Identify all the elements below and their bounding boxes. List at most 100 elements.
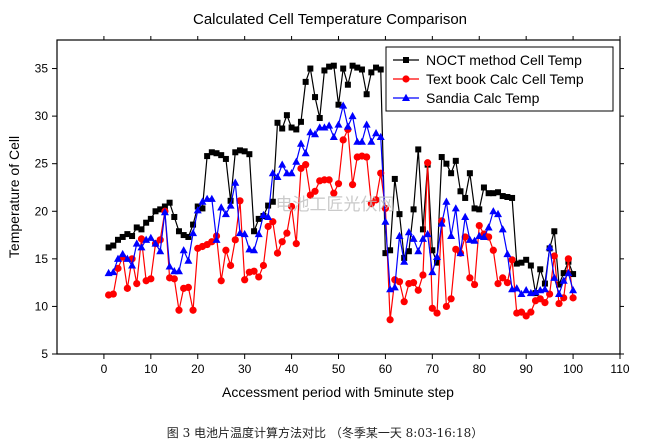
data-point [222,155,229,162]
data-point [513,260,520,267]
series-2 [105,125,577,324]
data-point [414,247,423,255]
data-point [174,267,183,275]
data-point [564,255,572,263]
data-point [428,267,437,276]
x-tick-label: 80 [473,362,487,376]
data-point [433,309,441,317]
data-point [569,294,577,302]
data-point [221,209,230,218]
data-point [343,122,352,130]
data-point [119,233,126,240]
data-point [550,273,559,281]
data-point [236,147,243,154]
data-point [387,247,394,254]
data-point [147,215,154,222]
figure-caption: 图 3 电池片温度计算方法对比 （冬季某一天 8:03-16:18） [166,426,484,440]
x-tick-label: 20 [191,362,205,376]
data-point [373,64,380,71]
data-point [527,262,534,269]
data-point [381,204,390,213]
data-point [204,153,211,160]
x-tick-label: 10 [144,362,158,376]
data-point [189,228,198,237]
data-point [531,287,540,296]
data-point [354,64,361,71]
x-tick-label: 110 [610,362,629,376]
data-point [293,126,300,133]
data-point [175,306,183,314]
data-point [316,115,323,122]
data-point [137,235,146,243]
data-point [250,267,258,275]
data-point [226,201,235,209]
data-point [545,243,554,251]
data-point [415,146,422,153]
data-point [292,157,301,165]
data-point [339,136,347,144]
data-point [551,228,558,235]
data-point [264,212,273,220]
data-point [146,233,155,241]
data-point [279,125,286,132]
data-point [471,205,478,212]
data-point [129,233,136,240]
data-point [476,206,483,213]
series-line [108,127,574,320]
y-tick-label: 15 [35,252,49,266]
series-1 [105,62,577,297]
data-point [489,246,497,254]
data-point [362,120,371,128]
data-point [523,256,530,263]
data-point [381,217,390,225]
data-point [321,67,328,74]
data-point [541,280,548,287]
data-point [479,232,488,240]
data-point [311,130,320,138]
data-point [320,123,329,131]
data-point [395,231,404,240]
data-point [226,261,235,270]
data-point [409,234,418,242]
data-point [555,289,564,298]
data-point [334,120,343,128]
data-point [461,212,470,220]
data-point [113,254,122,262]
data-point [499,274,507,282]
data-point [306,128,315,136]
data-point [518,259,525,266]
data-point [330,62,337,69]
data-point [367,137,376,145]
data-point [541,299,549,307]
data-point [245,245,254,253]
data-point [550,252,558,260]
data-point [184,283,192,291]
data-point [175,228,182,235]
data-point [470,236,479,244]
series-layer [104,62,578,324]
data-point [485,190,492,197]
data-point [382,250,389,257]
data-point [452,157,459,164]
data-point [428,304,436,312]
data-point [222,246,230,254]
data-point [166,199,173,206]
data-point [312,94,319,101]
axis-ticks: 0 10 20 30 40 50 60 70 80 90 100 110 5 10 15 20 25 30 35 [35,36,630,376]
data-point [190,221,197,228]
data-point [250,246,259,254]
data-point [157,206,164,213]
data-point [503,279,511,287]
data-point [348,111,357,120]
data-point [218,152,225,159]
data-point [391,175,398,182]
data-point [251,228,258,235]
data-point [400,298,408,306]
data-point [386,316,394,324]
data-point [123,284,131,292]
data-point [569,286,578,294]
data-point [265,202,272,209]
data-point [255,215,262,222]
data-point [404,228,413,236]
data-point [240,229,249,238]
